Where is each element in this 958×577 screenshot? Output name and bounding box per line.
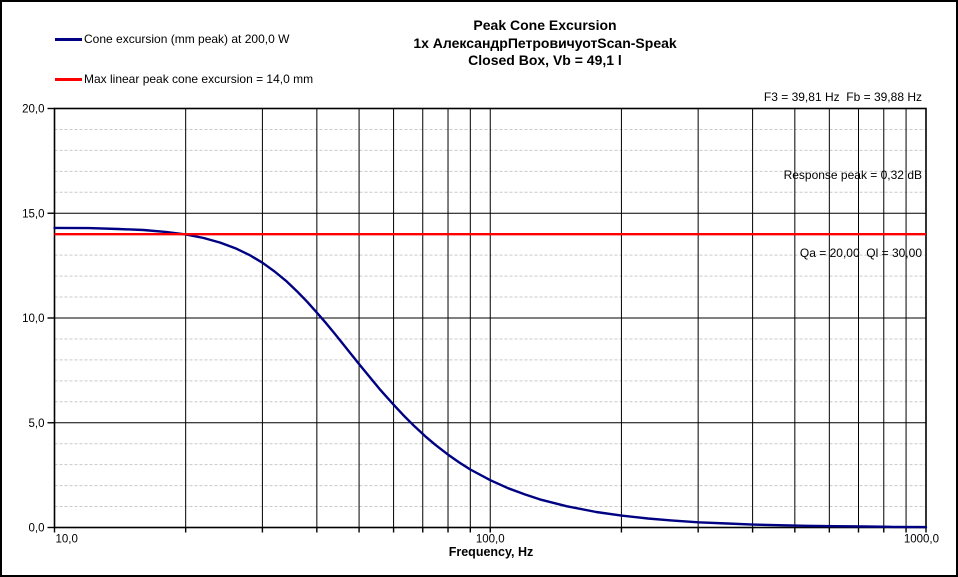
legend-swatch-max-excursion	[55, 77, 82, 81]
legend-item-max-excursion: Max linear peak cone excursion = 14,0 mm	[55, 72, 313, 86]
chart-title: Peak Cone Excursion 1x АлександрПетрович…	[365, 17, 725, 70]
x-tick-label: 10,0	[56, 534, 78, 546]
legend-item-cone-excursion: Cone excursion (mm peak) at 200,0 W	[55, 32, 289, 46]
chart-title-line1: Peak Cone Excursion	[473, 17, 617, 33]
y-tick-label: 10,0	[22, 313, 44, 325]
y-tick-label: 5,0	[29, 418, 45, 430]
stat-response-peak: Response peak = 0,32 dB	[783, 168, 922, 182]
stat-f3-fb: F3 = 39,81 Hz Fb = 39,88 Hz	[763, 90, 922, 104]
chart-title-line3: Closed Box, Vb = 49,1 l	[468, 52, 622, 68]
y-tick-label: 20,0	[22, 104, 44, 116]
legend-label-cone-excursion: Cone excursion (mm peak) at 200,0 W	[84, 32, 290, 46]
legend-swatch-cone-excursion	[55, 37, 82, 41]
x-tick-label: 1000,0	[904, 534, 939, 546]
cone-excursion-curve	[53, 226, 928, 529]
legend-label-max-excursion: Max linear peak cone excursion = 14,0 mm	[84, 72, 314, 86]
x-tick-label: 100,0	[476, 534, 505, 546]
chart-title-line2: 1x АлександрПетровичуотScan-Speak	[413, 34, 677, 51]
y-tick-label: 0,0	[29, 523, 45, 535]
y-tick-label: 15,0	[22, 208, 44, 220]
box-parameters: F3 = 39,81 Hz Fb = 39,88 Hz Response pea…	[764, 32, 922, 318]
x-axis-title: Frequency, Hz	[448, 545, 534, 559]
stat-qa-ql: Qa = 20,00 Ql = 30,00	[799, 246, 922, 260]
